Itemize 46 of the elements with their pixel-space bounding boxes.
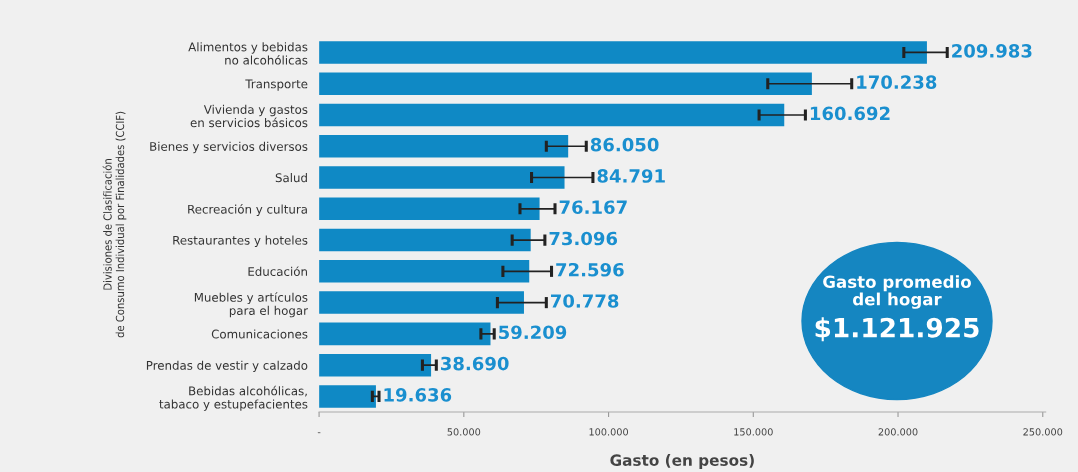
data-label: 59.209 [499, 325, 567, 340]
y-tick-label: Bebidas alcohólicas, tabaco y estupefacientes [159, 385, 308, 411]
data-label: 70.778 [551, 294, 619, 308]
y-axis-title: Divisiones de Clasificación de Consumo Individual por Finalidades (CCIF) [102, 111, 127, 338]
y-tick-label: Comunicaciones [211, 329, 308, 339]
data-label: 38.690 [441, 356, 509, 371]
x-tick-label: 50.000 [447, 428, 481, 436]
bar [319, 353, 432, 377]
x-tick-label: 250.000 [1023, 428, 1063, 436]
bar [319, 135, 569, 158]
y-tick-label: Educación [248, 266, 307, 276]
bar [319, 385, 376, 408]
bar [319, 322, 491, 346]
y-tick-label: Vivienda y gastos en servicios básicos [190, 104, 308, 128]
x-tick-label: 150.000 [734, 428, 773, 436]
y-tick-label: Transporte [245, 79, 308, 91]
y-tick-label: Bienes y servicios diversos [150, 141, 308, 154]
bar [319, 41, 927, 64]
bar [319, 291, 524, 314]
bar [319, 228, 531, 252]
x-axis-title: Gasto (en pesos) [610, 454, 754, 469]
y-tick-label: Prendas de vestir y calzado [146, 360, 308, 373]
bar [319, 260, 530, 283]
data-label: 209.983 [952, 44, 1032, 58]
data-label: 19.636 [384, 388, 452, 402]
data-label: 72.596 [556, 262, 624, 277]
y-tick-label: Alimentos y bebidas no alcohólicas [188, 42, 308, 65]
y-tick-label: Restaurantes y hoteles [173, 235, 308, 248]
data-label: 73.096 [549, 231, 618, 246]
bar [319, 197, 540, 221]
data-label: 170.238 [857, 75, 937, 89]
y-tick-label: Recreación y cultura [188, 204, 307, 216]
y-tick-label: Muebles y artículos para el hogar [194, 292, 308, 318]
data-label: 84.791 [597, 169, 665, 183]
x-tick-label: 200.000 [878, 428, 918, 436]
annotation: Gasto promedio del hogar [823, 275, 971, 309]
annotation: $1.121.925 [815, 317, 979, 342]
x-tick-label: - [317, 432, 321, 434]
bar [319, 166, 565, 189]
data-label: 160.692 [810, 106, 890, 121]
x-tick-label: 100.000 [589, 428, 629, 436]
y-tick-label: Salud [275, 173, 307, 183]
bar [319, 72, 812, 95]
data-label: 86.050 [590, 137, 659, 152]
bar [319, 103, 785, 127]
data-label: 76.167 [559, 200, 627, 215]
